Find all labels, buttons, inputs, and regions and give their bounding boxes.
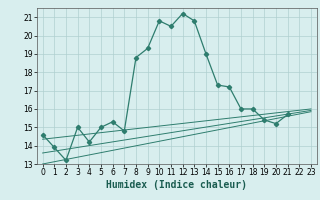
X-axis label: Humidex (Indice chaleur): Humidex (Indice chaleur) — [106, 180, 247, 190]
